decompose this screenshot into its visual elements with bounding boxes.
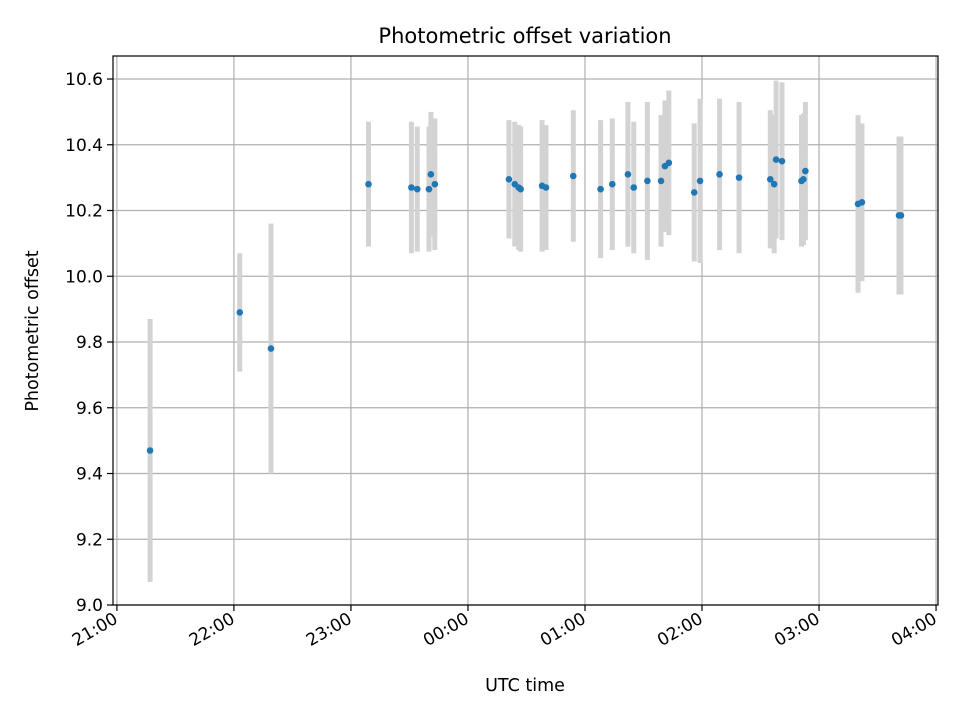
data-point: [569, 172, 577, 180]
data-point: [766, 175, 774, 183]
data-point: [644, 177, 651, 185]
y-axis-title: Photometric offset: [23, 250, 43, 411]
chart-title: Photometric offset variation: [378, 24, 671, 48]
y-tick-label: 9.8: [76, 333, 103, 353]
data-point: [696, 177, 704, 185]
data-point: [425, 185, 433, 193]
data-point: [772, 156, 780, 163]
data-point: [542, 184, 550, 191]
data-point: [778, 157, 786, 165]
ticks: 9.09.29.49.69.810.010.210.410.621:00 22:0…: [65, 70, 940, 651]
data-point: [597, 185, 604, 193]
data-point: [146, 447, 154, 454]
data-point: [657, 177, 665, 185]
data-point: [690, 189, 698, 196]
y-tick-label: 9.0: [76, 596, 103, 616]
data-point: [735, 174, 743, 181]
data-point: [267, 345, 275, 352]
plot-frame: [112, 55, 939, 606]
y-tick-label: 10.6: [65, 70, 103, 90]
data-point: [608, 180, 616, 188]
data-point: [770, 180, 778, 188]
y-tick-label: 10.0: [65, 267, 103, 287]
y-tick-label: 9.4: [76, 465, 103, 485]
y-tick-label: 10.2: [65, 202, 103, 222]
data-point: [505, 175, 513, 183]
y-tick-label: 9.2: [76, 530, 103, 550]
data-point: [365, 180, 372, 188]
data-point: [236, 309, 244, 316]
data-point: [716, 171, 723, 178]
data-point: [517, 185, 524, 193]
data-point: [665, 159, 673, 167]
data-point: [408, 184, 415, 191]
grid: [113, 56, 938, 606]
data-point: [897, 212, 905, 219]
data-point: [624, 171, 632, 178]
data-point: [800, 175, 807, 183]
data-point: [413, 185, 421, 193]
y-tick-label: 10.4: [65, 136, 103, 156]
data-points: [146, 156, 905, 454]
data-point: [802, 167, 809, 175]
data-point: [431, 180, 439, 188]
data-point: [858, 198, 866, 206]
x-axis-title: UTC time: [485, 676, 565, 696]
data-point: [630, 184, 638, 191]
y-tick-label: 9.6: [76, 399, 103, 419]
data-point: [427, 171, 435, 178]
